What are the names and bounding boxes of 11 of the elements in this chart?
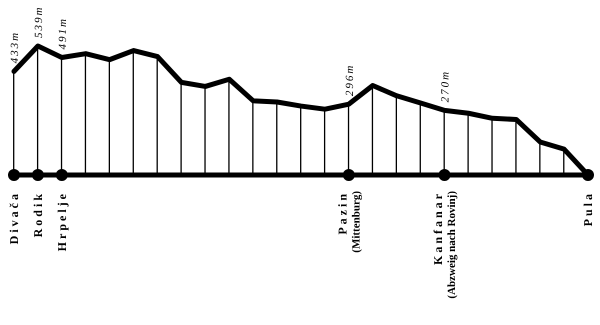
data-label: 433m bbox=[9, 30, 21, 64]
data-label: 270m bbox=[440, 70, 452, 102]
x-tick-label: Divača bbox=[7, 191, 21, 244]
x-tick-label: Pazin (Mittenburg) bbox=[335, 190, 362, 253]
x-tick-label: Rodik bbox=[30, 191, 45, 238]
x-tick-label: Pula bbox=[581, 191, 595, 226]
x-tick-label: Kanfanar (Abzweig nach Rovinj) bbox=[431, 190, 458, 299]
x-tick-label: Hrpelje bbox=[54, 191, 69, 252]
data-label: 296m bbox=[344, 64, 356, 96]
data-label: 491m bbox=[56, 17, 69, 50]
data-label: 539m bbox=[32, 6, 45, 38]
